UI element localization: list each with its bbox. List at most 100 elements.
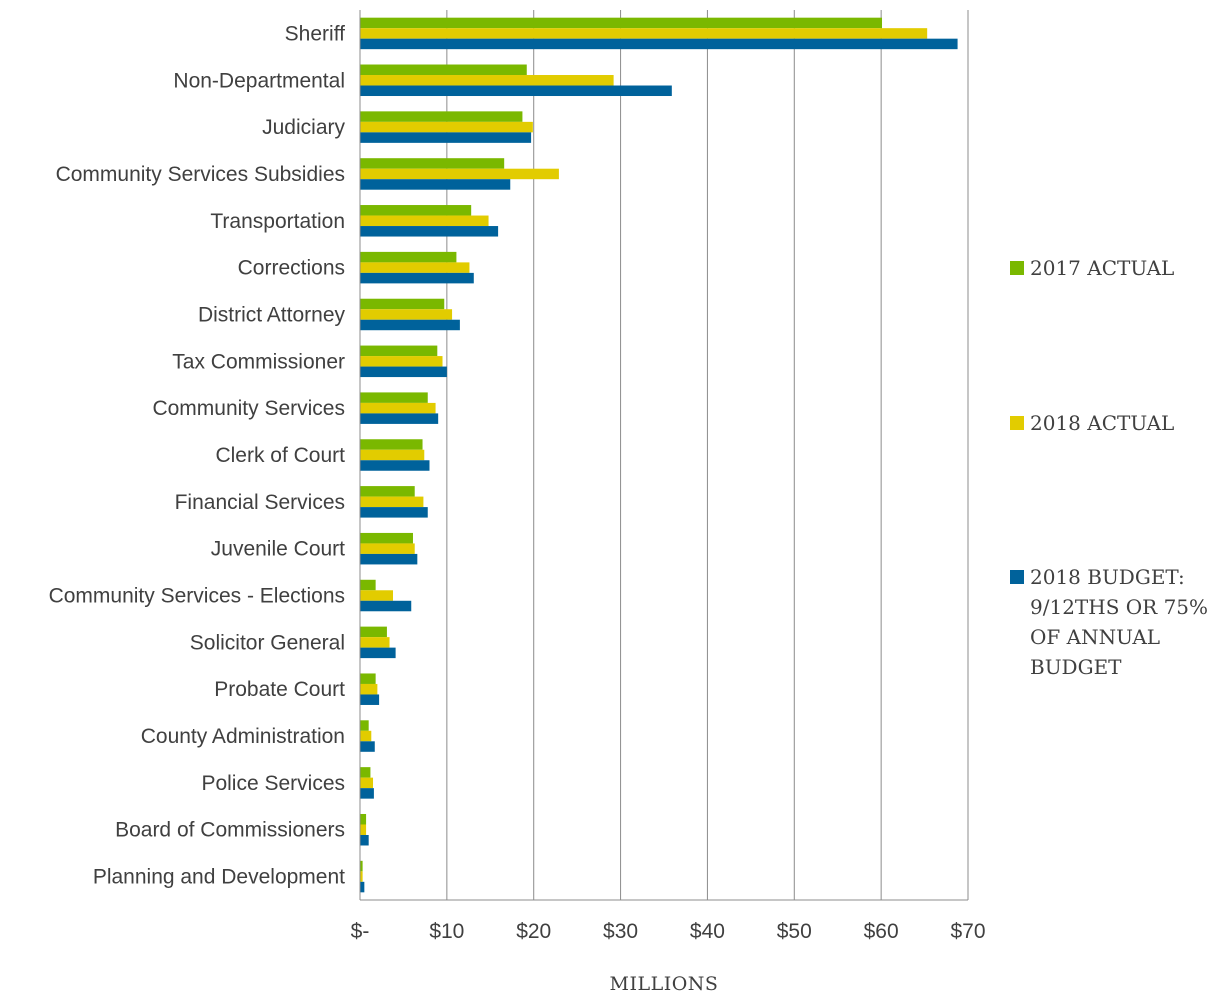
legend-swatch (1010, 570, 1024, 584)
bar-3 (360, 694, 380, 705)
bar-3 (360, 132, 532, 143)
x-tick-label: $50 (777, 920, 812, 943)
legend-label: OF ANNUAL (1030, 625, 1160, 649)
bar-2 (360, 168, 559, 180)
bar-3 (360, 600, 412, 612)
bar-1 (360, 532, 413, 544)
bar-2 (360, 683, 378, 695)
legend-swatch (1010, 416, 1024, 430)
bar-1 (360, 205, 472, 216)
x-tick-labels: $- $10 $20 $30 $40 $50 $60 $70 (351, 920, 986, 943)
bar-2 (360, 637, 390, 648)
bar-2 (360, 730, 372, 742)
legend-swatch (1010, 261, 1024, 275)
category-label: Judiciary (262, 116, 345, 139)
bar-3 (360, 788, 374, 799)
bar-2 (360, 496, 424, 508)
bar-2 (360, 449, 425, 461)
category-label: Community Services Subsidies (56, 163, 345, 186)
x-tick-label: $40 (690, 920, 725, 943)
category-label: Corrections (238, 257, 345, 280)
category-label: Sheriff (285, 22, 345, 45)
category-label: Financial Services (175, 491, 345, 514)
category-label: Police Services (201, 772, 345, 795)
bar-1 (360, 439, 423, 450)
bar-1 (360, 17, 883, 29)
category-label: Planning and Development (93, 866, 345, 889)
bar-2 (360, 28, 928, 39)
bar-1 (360, 158, 505, 169)
legend-label: 9/12THS OR 75% (1030, 595, 1208, 619)
bar-1 (360, 626, 387, 638)
bar-2 (360, 824, 367, 835)
bar-1 (360, 673, 376, 684)
x-tick-label: $60 (864, 920, 899, 943)
x-tick-label: $10 (429, 920, 464, 943)
bar-1 (360, 813, 367, 825)
category-labels: Sheriff Non-Departmental Judiciary Communit… (49, 22, 346, 888)
bar-1 (360, 64, 527, 76)
bar-3 (360, 319, 460, 331)
bar-2 (360, 543, 415, 554)
category-label: Non-Departmental (173, 69, 345, 92)
bar-1 (360, 298, 445, 310)
bar-1 (360, 767, 371, 778)
category-label: Solicitor General (190, 631, 345, 654)
category-label: Juvenile Court (211, 538, 345, 561)
x-tick-label: $70 (950, 920, 985, 943)
category-label: District Attorney (198, 303, 346, 326)
bar-2 (360, 121, 533, 133)
bar-3 (360, 507, 428, 518)
legend-label: 2018 BUDGET: (1030, 565, 1185, 589)
bar-2 (360, 215, 489, 227)
bar-1 (360, 860, 363, 872)
legend-label: 2018 ACTUAL (1030, 411, 1174, 435)
bar-3 (360, 272, 474, 284)
bar-2 (360, 590, 394, 601)
bar-3 (360, 834, 369, 846)
category-label: Probate Court (214, 678, 345, 701)
gridlines (446, 10, 969, 900)
category-label: Board of Commissioners (115, 819, 345, 842)
x-tick-label: $- (351, 920, 370, 943)
bar-3 (360, 881, 365, 893)
bar-3 (360, 85, 672, 97)
category-label: Community Services (152, 397, 345, 420)
x-tick-label: $20 (516, 920, 551, 943)
bars (360, 17, 958, 893)
bar-3 (360, 553, 418, 565)
category-label: Clerk of Court (215, 444, 345, 467)
bar-2 (360, 262, 470, 273)
legend: 2017 ACTUAL 2018 ACTUAL 2018 BUDGET: 9/12TH… (1010, 256, 1208, 679)
category-label: Transportation (210, 210, 345, 233)
bar-3 (360, 366, 447, 378)
legend-label: BUDGET (1030, 655, 1122, 679)
bar-2 (360, 356, 443, 367)
bar-3 (360, 226, 499, 237)
legend-label: 2017 ACTUAL (1030, 256, 1174, 280)
category-label: Community Services - Elections (49, 585, 345, 608)
bar-1 (360, 579, 376, 591)
bar-2 (360, 75, 614, 86)
bar-3 (360, 460, 430, 471)
bar-1 (360, 111, 523, 122)
bar-3 (360, 741, 375, 752)
axes (359, 10, 968, 901)
bar-2 (360, 402, 436, 414)
bar-1 (360, 345, 438, 357)
bar-1 (360, 720, 369, 731)
bar-2 (360, 309, 453, 320)
bar-3 (360, 179, 511, 190)
category-label: Tax Commissioner (172, 350, 345, 373)
x-axis-title: MILLIONS (610, 973, 719, 994)
bar-2 (360, 777, 374, 789)
bar-3 (360, 647, 396, 659)
x-tick-label: $30 (603, 920, 638, 943)
bar-2 (360, 871, 363, 882)
category-label: County Administration (141, 725, 345, 748)
bar-1 (360, 486, 415, 497)
bar-1 (360, 251, 457, 263)
bar-1 (360, 392, 428, 403)
bar-3 (360, 413, 439, 424)
